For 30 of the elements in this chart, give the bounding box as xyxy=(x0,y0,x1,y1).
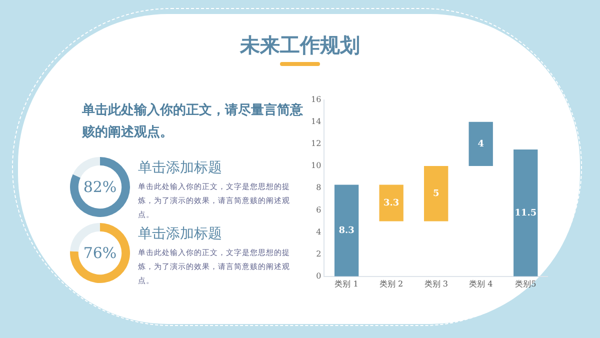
data-label: 8.3 xyxy=(338,226,354,236)
y-tick-label: 4 xyxy=(316,227,322,236)
x-tick-label: 类别5 xyxy=(515,279,536,288)
x-tick-label: 类别 2 xyxy=(380,279,404,288)
data-label: 3.3 xyxy=(383,198,400,208)
text: 未来工作规划 xyxy=(238,32,361,59)
data-label: 82% xyxy=(83,178,117,196)
bar xyxy=(514,149,538,276)
y-tick-label: 10 xyxy=(310,161,322,170)
x-tick-label: 类别 3 xyxy=(424,279,448,288)
text: 单击添加标题 xyxy=(138,159,222,177)
bar xyxy=(379,184,404,222)
text: 单击此处输入你的正文，请尽量言简意赅的阐述观点。 xyxy=(82,102,304,142)
y-tick-label: 14 xyxy=(310,116,322,126)
data-label: 76% xyxy=(83,244,117,262)
bar xyxy=(424,166,448,222)
data-label: 11.5 xyxy=(514,208,537,218)
y-tick-label: 0 xyxy=(316,271,322,280)
y-tick-label: 2 xyxy=(316,249,322,258)
x-tick-label: 类别 4 xyxy=(469,279,493,288)
data-label: 4 xyxy=(478,139,484,150)
y-tick-label: 12 xyxy=(310,139,322,148)
x-tick-label: 类别 1 xyxy=(334,279,358,288)
y-tick-label: 16 xyxy=(310,94,322,104)
bar xyxy=(334,184,359,276)
y-tick-label: 8 xyxy=(316,183,322,192)
y-tick-label: 6 xyxy=(316,205,322,214)
text: 单击添加标题 xyxy=(138,225,222,243)
data-label: 5 xyxy=(432,188,440,199)
bar xyxy=(468,122,493,166)
